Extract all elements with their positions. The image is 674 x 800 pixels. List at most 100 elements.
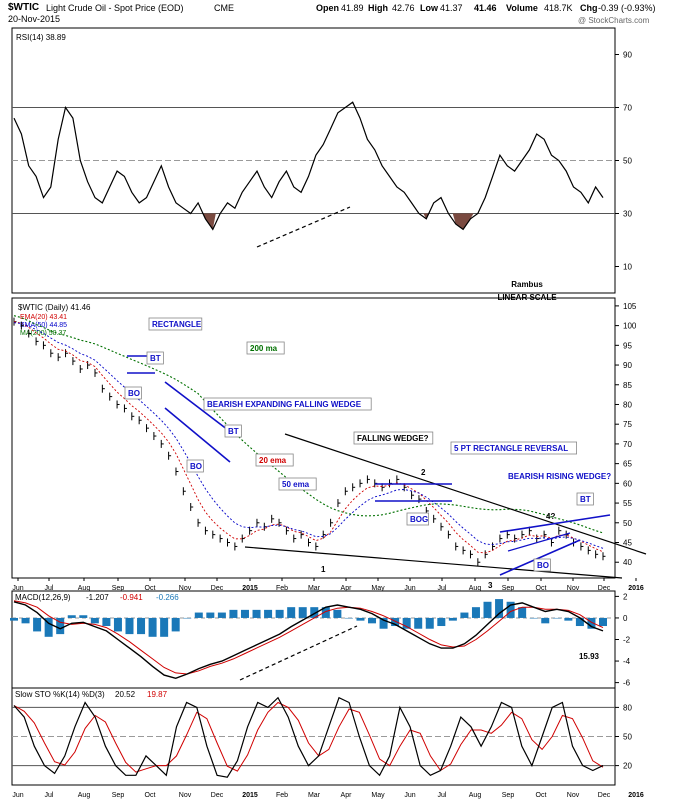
price-y-tick-label: 85 [623,381,632,390]
macd-histogram-bar [483,601,492,618]
x-tick-label: Jun [404,585,415,592]
x-tick-label: May [371,585,385,592]
x-tick-label-bottom: Feb [276,792,288,799]
sto-legend-prefix: Slow STO %K(14) %D(3) [15,690,105,699]
annotation-bog-box [406,512,430,526]
falling-wedge-lower [244,546,623,579]
annotation-4: 4? [546,512,555,521]
x-tick-label: Sep [502,585,515,592]
sto-y-tick-label: 20 [623,762,632,771]
rising-wedge-lower [499,539,581,576]
close-value: 41.46 [474,3,497,13]
ema50-line [13,322,604,549]
annotation-50-ema: 50 ema [282,480,310,489]
rsi-y-tick-label: 90 [623,51,632,60]
annotation-20-ema-box [255,453,294,467]
price-y-tick-label: 70 [623,440,632,449]
low-label: Low [420,3,438,13]
low-value: 41.37 [440,3,463,13]
macd-histogram-bar [310,607,319,618]
macd-y-tick-label: 0 [623,614,628,623]
rsi-y-tick-label: 70 [623,104,632,113]
price-legend-1: EMA(50) 44.85 [20,322,67,329]
macd-line [13,601,604,680]
price-y-tick-label: 75 [623,420,632,429]
price-title: $WTIC (Daily) 41.46 [18,303,91,312]
macd-histogram-bar [275,609,284,618]
x-tick-label-bottom: Dec [211,792,224,799]
rsi-legend: RSI(14) 38.89 [16,33,66,42]
macd-histogram-bar [148,617,157,637]
macd-y-tick-label: -2 [623,636,631,645]
annotation-200-ma-box [246,341,285,355]
ema20-line [13,321,604,554]
price-y-tick-label: 90 [623,361,632,370]
macd-histogram-bar [425,617,434,629]
x-tick-label-bottom: 2015 [242,792,258,799]
x-tick-label: Dec [598,585,611,592]
x-tick-label: Nov [567,585,580,592]
annotation-falling-wedge: BEARISH EXPANDING FALLING WEDGE [207,400,362,409]
macd-histogram-bar [90,617,99,624]
annotation-5pt-rectangle: 5 PT RECTANGLE REVERSAL [454,444,568,453]
x-tick-label: 2016 [628,585,644,592]
macd-histogram-bar [56,617,65,635]
annotation-bog: BOG [410,515,428,524]
macd-histogram-bar [240,609,249,618]
macd-histogram-bar [587,617,596,629]
x-tick-label-bottom: Aug [469,792,482,799]
falling-wedge-upper [284,433,647,555]
macd-histogram-bar [183,617,192,619]
x-tick-label-bottom: 2016 [628,792,644,799]
macd-histogram-bar [125,617,134,635]
annotation-falling-wedge-q: FALLING WEDGE? [357,434,429,443]
annotation-bt-3-box [576,492,594,506]
x-tick-label: 2015 [242,585,258,592]
rsi-line [13,101,604,231]
change-value: -0.39 (-0.93%) [598,3,656,13]
header-name: Light Crude Oil - Spot Price (EOD) [46,3,184,13]
annotation-5pt-rectangle-box [450,441,577,455]
rsi-y-tick-label: 10 [623,263,632,272]
x-tick-label-bottom: Aug [78,792,91,799]
annotation-bt-2: BT [228,427,239,436]
annotation-falling-wedge-box [203,397,372,411]
annotation-bo-1: BO [128,389,140,398]
macd-histogram-bar [287,607,296,618]
macd-histogram-bar [541,617,550,624]
rsi-y-tick-label: 50 [623,157,632,166]
wedge-lower-line [164,407,231,463]
price-y-tick-label: 100 [623,322,637,331]
macd-histogram-bar [460,612,469,618]
macd-histogram-bar [33,617,42,632]
annotation-point-1: 1 [321,565,326,574]
x-tick-label: Apr [341,585,353,592]
macd-histogram-bar [437,617,446,627]
macd-y-tick-label: -4 [623,657,631,666]
x-tick-label: Jul [45,585,54,592]
macd-histogram-bar [10,617,18,621]
macd-histogram-bar [356,617,365,621]
rsi-y-tick-label: 30 [623,210,632,219]
x-tick-label-bottom: Oct [145,792,156,799]
macd-histogram-bar [194,612,203,618]
watermark: @ StockCharts.com [578,16,650,25]
x-tick-label-bottom: Oct [536,792,547,799]
x-tick-label: Dec [211,585,224,592]
x-tick-label: Jun [12,585,23,592]
macd-histogram-bar [79,615,88,618]
price-y-tick-label: 50 [623,519,632,528]
header-exchange: CME [214,3,234,13]
macd-histogram-bar [391,617,400,627]
rising-wedge-mid [507,532,571,552]
annotation-bo-3-box [533,558,551,572]
annotation-50-ema-box [278,477,317,491]
macd-legend-signal: -0.941 [120,593,143,602]
sto-d-line [13,701,604,773]
price-y-tick-label: 45 [623,539,632,548]
x-tick-label-bottom: Apr [341,792,353,799]
macd-histogram-bar [229,609,238,618]
sto-k-line [13,696,604,778]
macd-histogram-bar [102,617,111,627]
price-y-tick-label: 60 [623,479,632,488]
